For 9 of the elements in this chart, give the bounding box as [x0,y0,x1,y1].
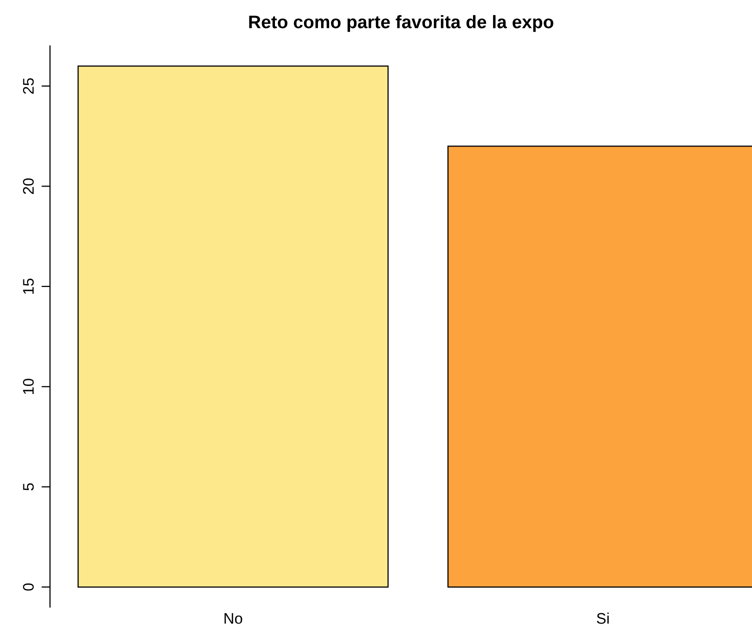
y-tick-label: 10 [22,378,34,394]
y-tick-label: 15 [23,278,34,294]
y-tick-label: 20 [22,178,34,194]
y-tick-label: 5 [23,483,34,490]
y-tick-label: 25 [22,78,34,94]
y-tick-label: 0 [22,583,34,591]
x-tick-label: Si [596,612,609,624]
chart-title: Reto como parte favorita de la expo [249,15,554,32]
x-tick-label: No [224,613,242,624]
